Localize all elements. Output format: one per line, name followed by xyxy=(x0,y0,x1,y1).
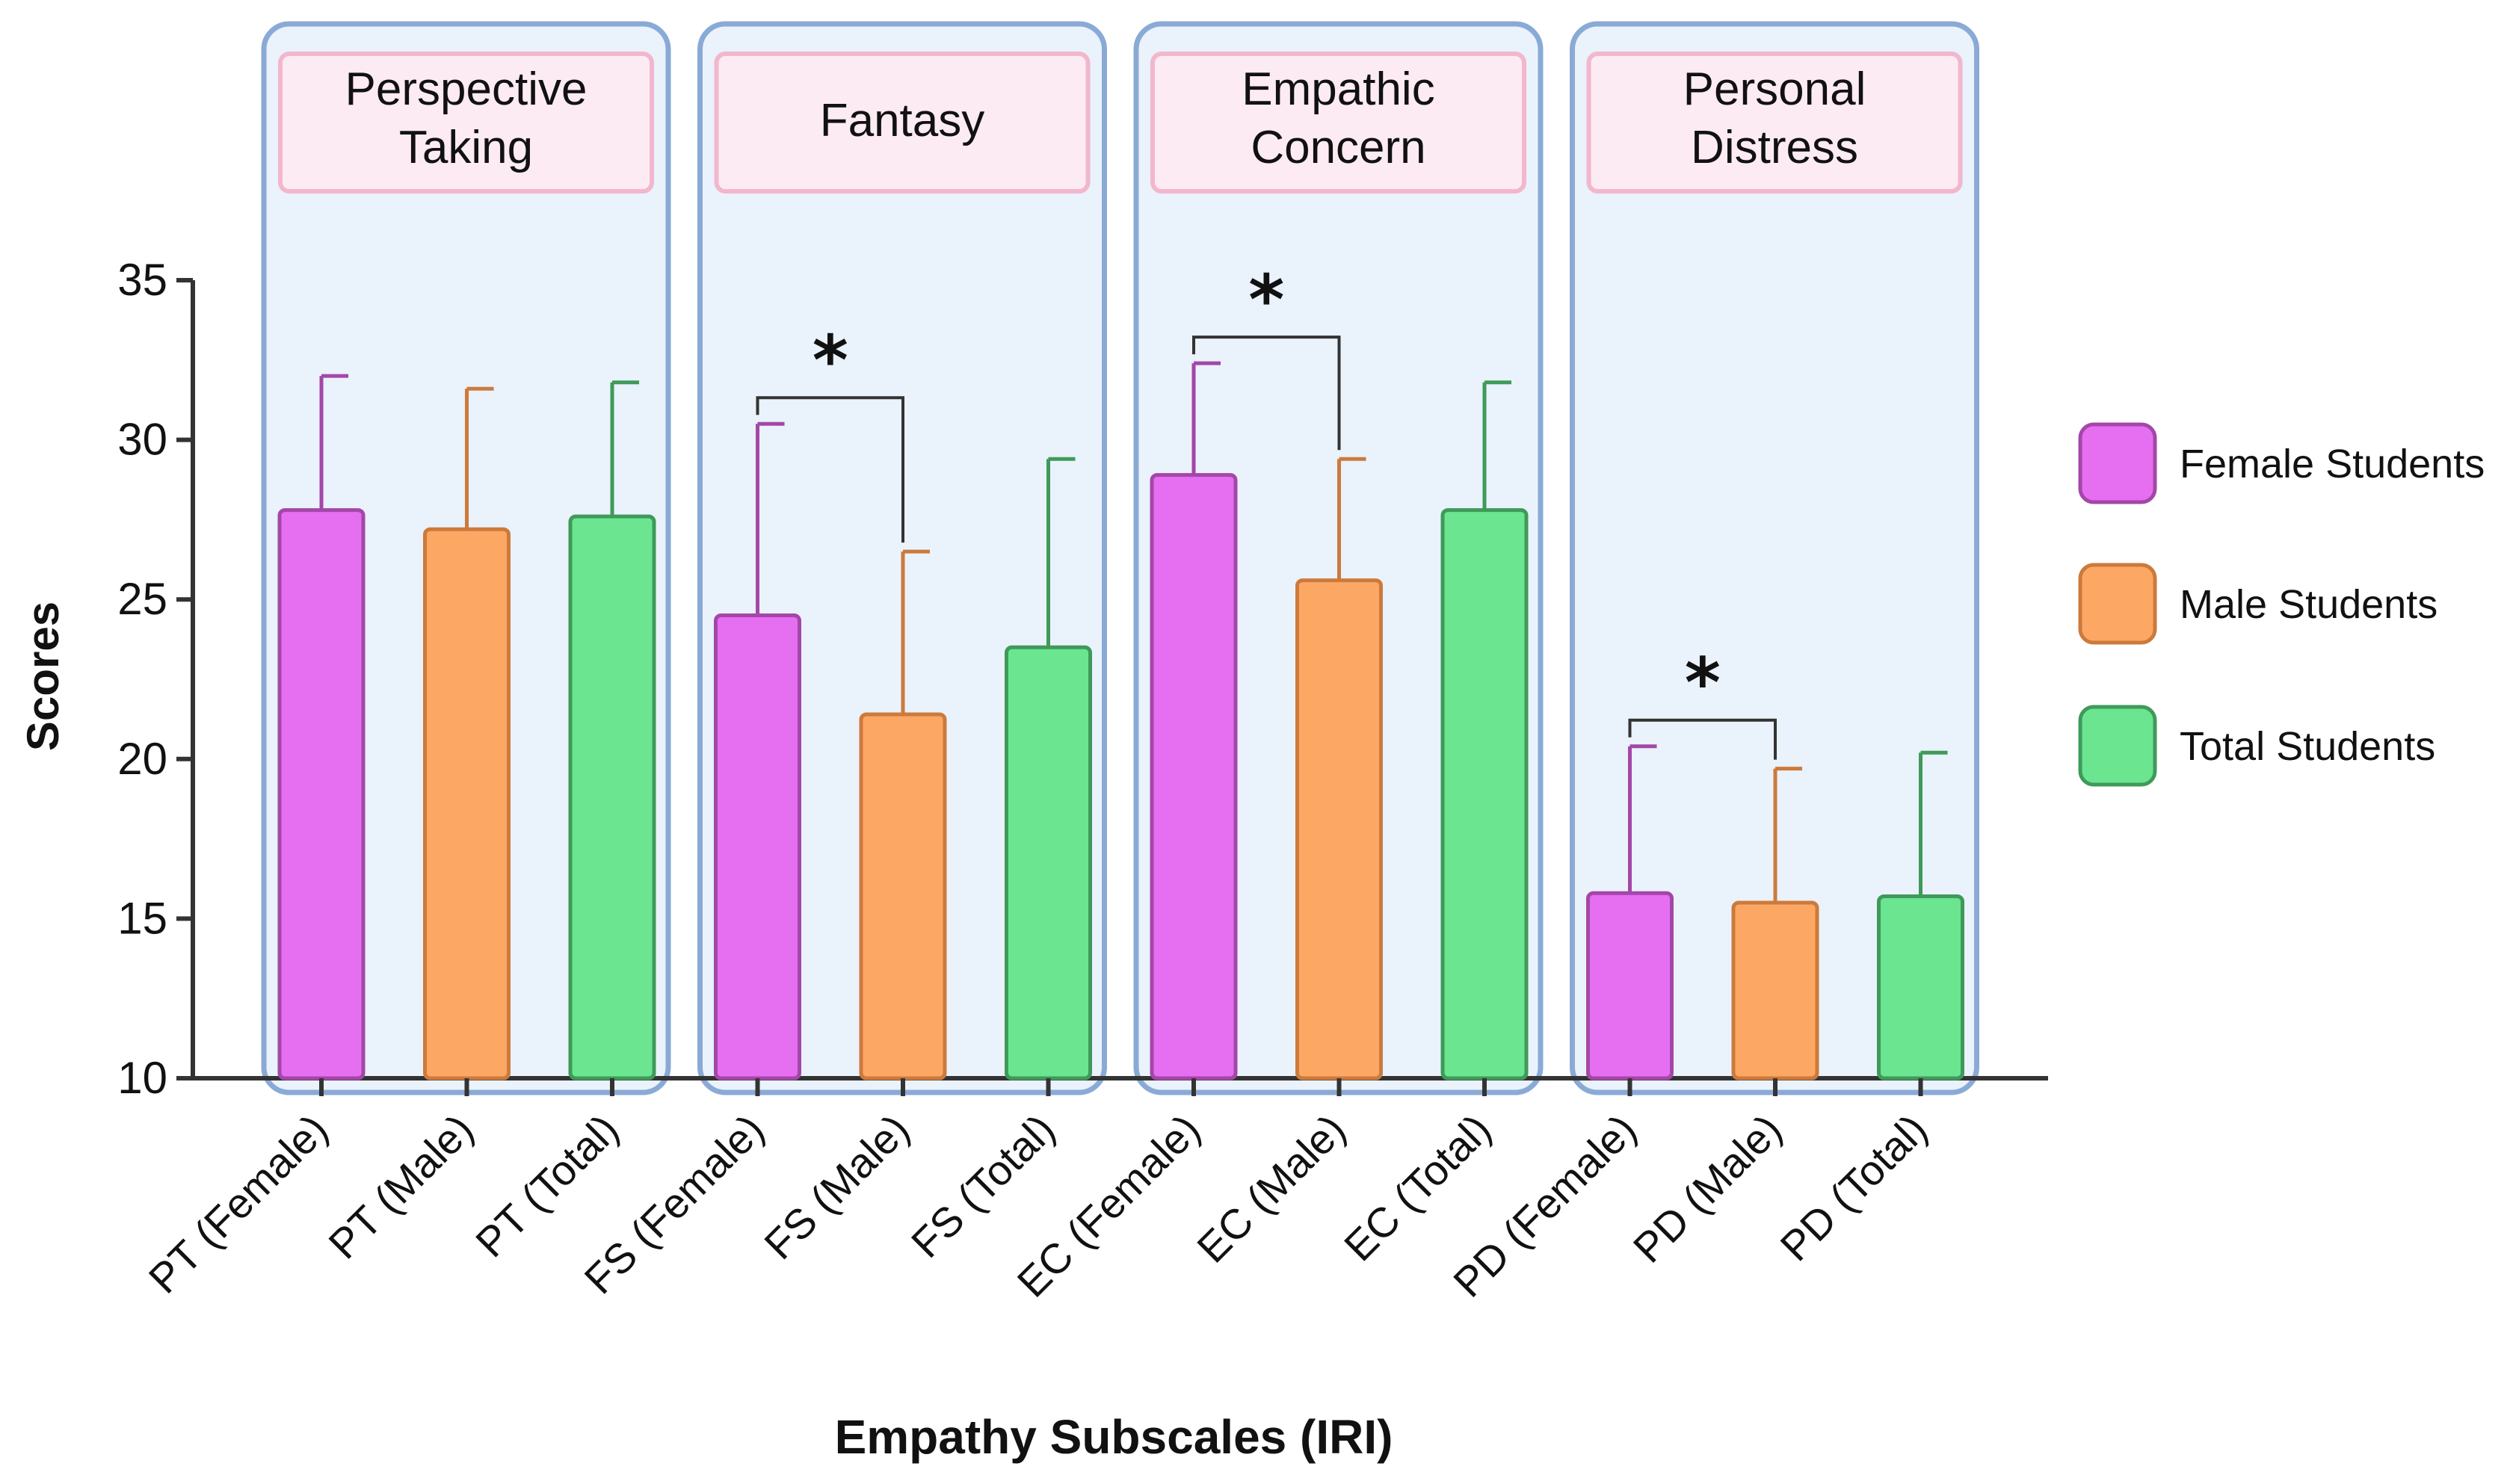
significance-star: * xyxy=(1685,643,1721,723)
legend: Female Students Male Students Total Studen… xyxy=(2078,422,2485,787)
bar xyxy=(277,508,366,1080)
panel-title: Perspective xyxy=(345,64,588,115)
bar xyxy=(714,613,801,1080)
x-tick-label: EC (Male) xyxy=(1188,1105,1354,1272)
legend-swatch xyxy=(2078,563,2157,645)
x-tick-label: FS (Male) xyxy=(755,1105,918,1268)
panel-title: Personal xyxy=(1683,64,1866,115)
y-tick-label: 10 xyxy=(117,1053,167,1103)
x-tick-label: PT (Male) xyxy=(319,1105,482,1268)
y-tick-label: 25 xyxy=(117,574,167,624)
significance-bracket xyxy=(1192,336,1341,451)
y-tick-label: 15 xyxy=(117,893,167,943)
panel-title: Fantasy xyxy=(820,95,985,146)
significance-star: * xyxy=(813,321,848,401)
panel-label-box xyxy=(714,52,1091,194)
panel-title: Taking xyxy=(399,122,533,173)
bar xyxy=(1731,900,1819,1080)
x-tick-label: PD (Male) xyxy=(1624,1105,1791,1272)
significance-layer: * * * xyxy=(756,260,1777,760)
legend-label: Male Students xyxy=(2180,582,2438,627)
panel-label-box xyxy=(278,52,654,194)
panels-layer: Perspective Taking Fantasy Empathic Concern P… xyxy=(261,21,1979,1095)
panel-label-box xyxy=(1586,52,1963,194)
bar xyxy=(1005,645,1092,1080)
bar xyxy=(1295,578,1383,1080)
bar xyxy=(1440,508,1529,1080)
category-labels: PT (Female)PT (Male)PT (Total)FS (Female… xyxy=(140,1105,1936,1306)
bars-layer xyxy=(277,361,1964,1096)
legend-swatch xyxy=(2078,422,2157,504)
y-axis-title: Scores xyxy=(18,602,68,751)
bar xyxy=(1877,894,1964,1080)
bar xyxy=(1150,473,1238,1080)
bar xyxy=(423,527,511,1080)
legend-label: Female Students xyxy=(2180,442,2485,486)
x-tick-label: PD (Total) xyxy=(1771,1105,1936,1270)
significance-bracket xyxy=(1628,718,1777,760)
panel-title: Distress xyxy=(1691,122,1858,173)
panel-title: Empathic xyxy=(1242,64,1434,115)
panel-label-box xyxy=(1150,52,1526,194)
bar xyxy=(859,712,947,1080)
legend-swatch xyxy=(2078,705,2157,787)
y-tick-label: 35 xyxy=(117,255,167,305)
significance-star: * xyxy=(1248,260,1284,340)
bar xyxy=(568,514,656,1080)
x-tick-label: PT (Female) xyxy=(140,1105,337,1302)
y-tick-label: 20 xyxy=(117,734,167,784)
legend-label: Total Students xyxy=(2180,724,2435,769)
bar xyxy=(1586,891,1674,1080)
y-tick-label: 30 xyxy=(117,415,167,465)
x-axis-title: Empathy Subscales (IRI) xyxy=(835,1410,1393,1464)
panel-title: Concern xyxy=(1251,122,1425,173)
significance-bracket xyxy=(756,396,904,543)
